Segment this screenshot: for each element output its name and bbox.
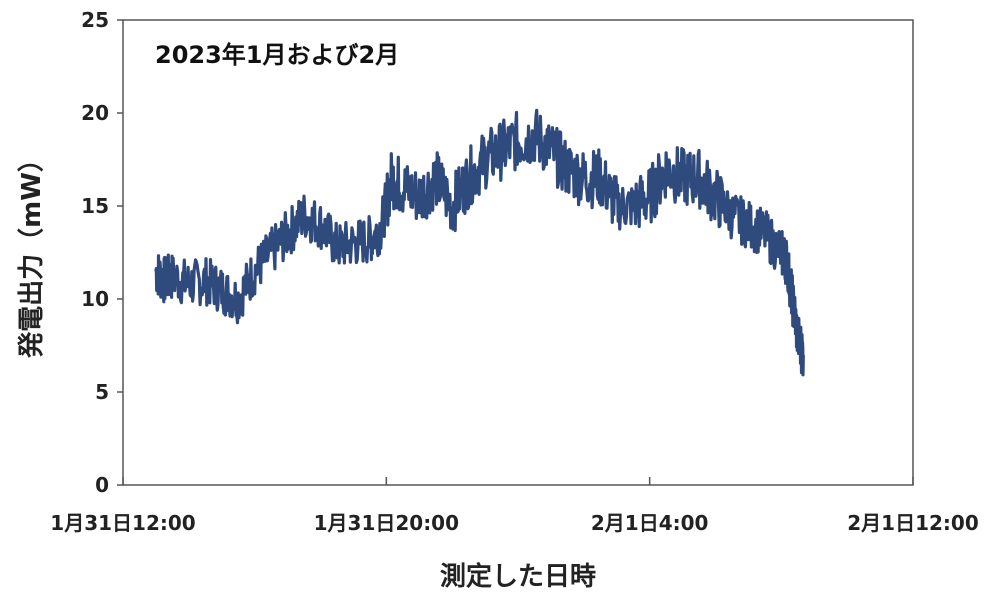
chart-annotation: 2023年1月および2月	[155, 41, 399, 69]
x-tick-label: 1月31日12:00	[50, 511, 195, 535]
x-tick-label: 1月31日20:00	[314, 511, 459, 535]
y-tick-label: 10	[81, 287, 109, 311]
x-axis: 1月31日12:00 1月31日20:00 2月1日4:00 2月1日12:00	[50, 477, 979, 535]
y-tick-label: 15	[81, 194, 109, 218]
x-axis-title: 測定した日時	[440, 561, 596, 592]
y-tick-label: 0	[95, 473, 109, 497]
x-tick-label: 2月1日4:00	[591, 511, 709, 535]
y-tick-label: 25	[81, 8, 109, 32]
plot-area	[122, 19, 914, 486]
y-tick-label: 20	[81, 101, 109, 125]
y-tick-label: 5	[95, 380, 109, 404]
x-tick-label: 2月1日12:00	[847, 511, 979, 535]
series-line	[154, 108, 805, 377]
y-axis: 0 5 10 15 20 25	[81, 8, 123, 497]
y-axis-title: 発電出力（mW）	[17, 146, 47, 359]
